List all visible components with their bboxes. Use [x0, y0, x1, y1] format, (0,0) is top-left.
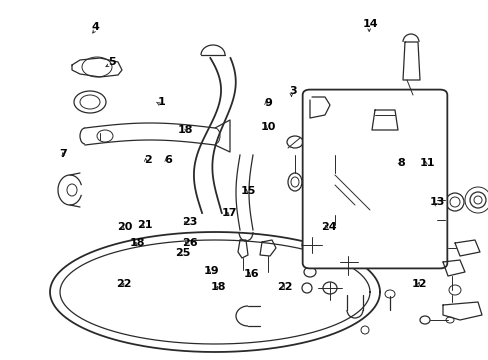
Text: 21: 21	[137, 220, 152, 230]
Text: 18: 18	[178, 125, 193, 135]
Text: 1: 1	[157, 96, 165, 107]
FancyBboxPatch shape	[302, 90, 447, 269]
Text: 12: 12	[411, 279, 427, 289]
Text: 25: 25	[175, 248, 190, 258]
Text: 23: 23	[182, 217, 197, 228]
Text: 15: 15	[240, 186, 256, 196]
Text: 16: 16	[243, 269, 259, 279]
Text: 9: 9	[264, 98, 271, 108]
Text: 14: 14	[362, 19, 378, 30]
Text: 7: 7	[60, 149, 67, 159]
Text: 13: 13	[429, 197, 445, 207]
Text: 8: 8	[396, 158, 404, 168]
Text: 5: 5	[108, 57, 116, 67]
Text: 11: 11	[419, 158, 435, 168]
Text: 17: 17	[222, 208, 237, 218]
Text: 6: 6	[164, 155, 172, 165]
Text: 19: 19	[203, 266, 219, 276]
Text: 20: 20	[117, 222, 132, 232]
Text: 18: 18	[130, 238, 145, 248]
Text: 10: 10	[260, 122, 275, 132]
Text: 18: 18	[210, 282, 225, 292]
Text: 22: 22	[276, 282, 292, 292]
Text: 26: 26	[182, 238, 197, 248]
Text: 24: 24	[320, 222, 336, 232]
Text: 4: 4	[91, 22, 99, 32]
Text: 2: 2	[143, 155, 151, 165]
Text: 3: 3	[289, 86, 297, 96]
Text: 22: 22	[116, 279, 132, 289]
